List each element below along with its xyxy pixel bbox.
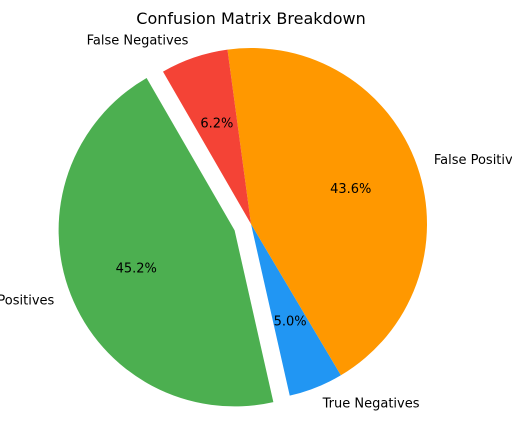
pie-slices — [58, 47, 428, 407]
category-label: True Positives — [0, 293, 55, 308]
pie-slice-false-positives — [227, 47, 428, 376]
category-label: False Positives — [434, 153, 512, 168]
pie-slice-true-negatives — [251, 224, 341, 396]
category-labels: True Positives True Negatives False Positi… — [0, 33, 512, 411]
category-label: False Negatives — [87, 33, 189, 48]
chart-title: Confusion Matrix Breakdown — [136, 9, 365, 28]
percent-label: 45.2% — [116, 261, 157, 276]
percent-label: 6.2% — [200, 117, 233, 132]
pie-slice-true-positives — [58, 77, 274, 407]
percent-labels: 45.2% 5.0% 43.6% 6.2% — [116, 117, 372, 330]
percent-label: 5.0% — [274, 315, 307, 330]
percent-label: 43.6% — [330, 182, 371, 197]
category-label: True Negatives — [322, 396, 420, 411]
pie-slice-false-negatives — [163, 49, 251, 224]
